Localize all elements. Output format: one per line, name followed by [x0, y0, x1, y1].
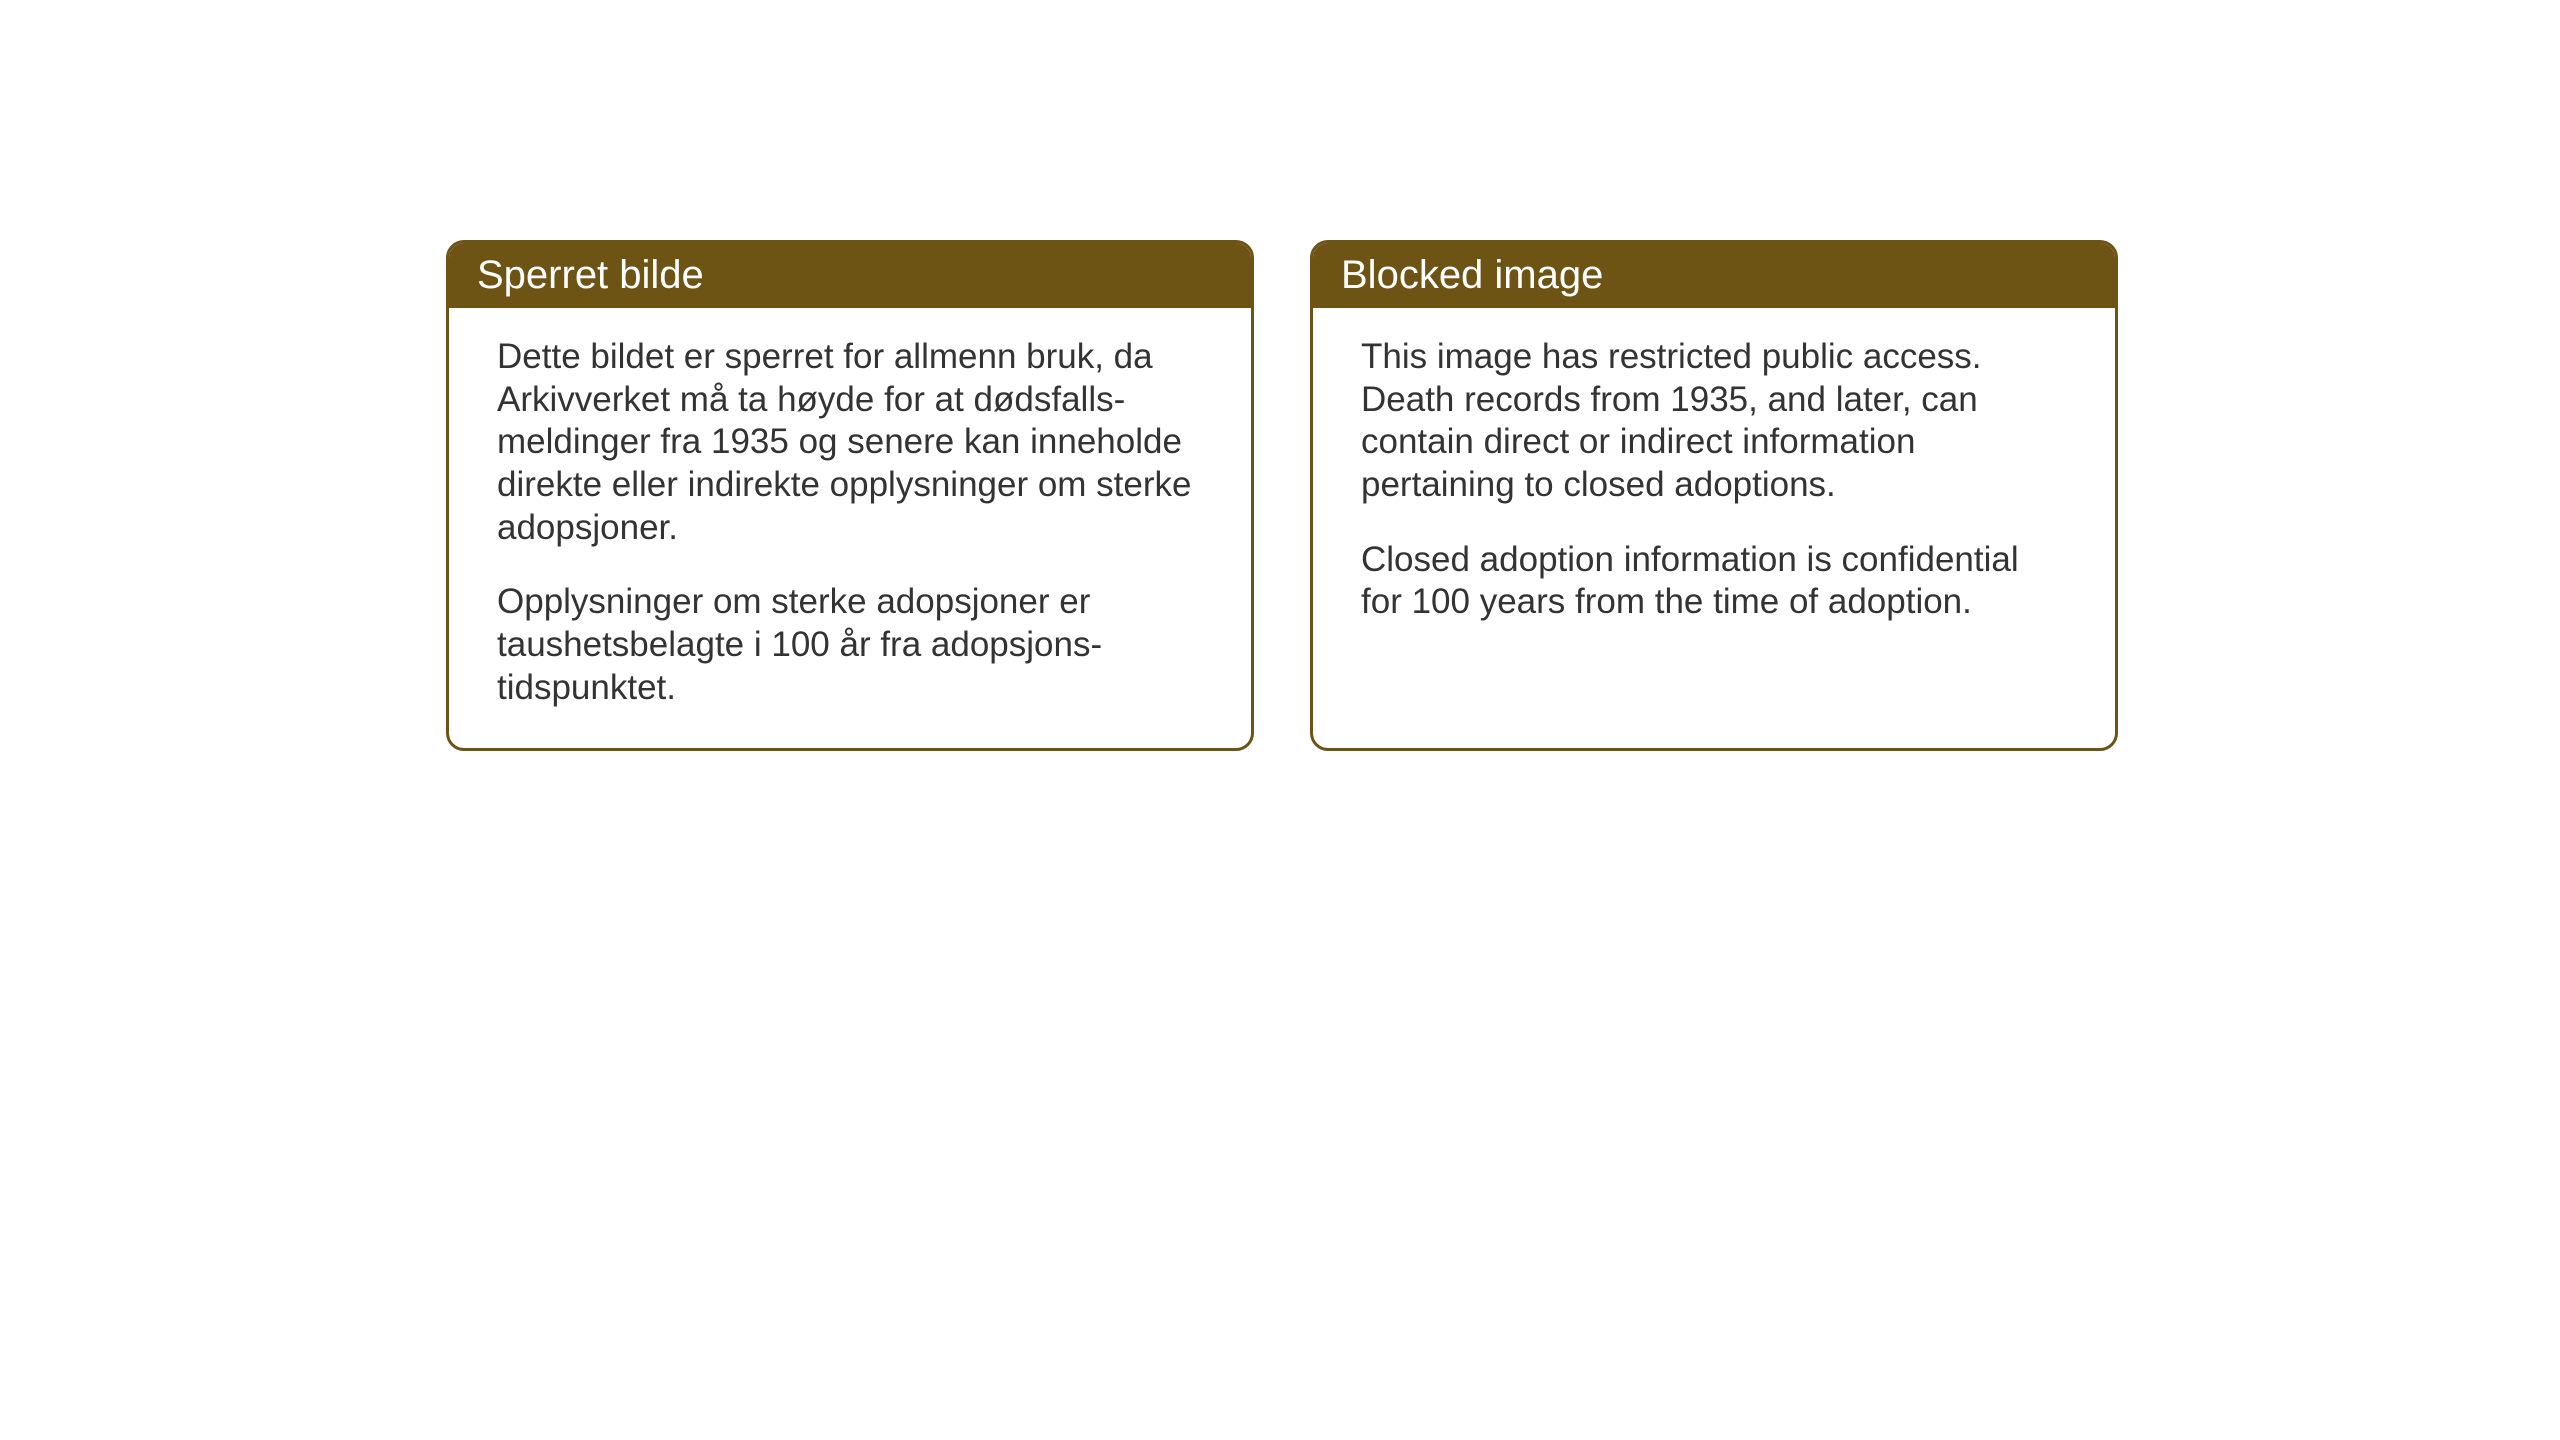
english-paragraph-1: This image has restricted public access.…	[1361, 336, 2067, 507]
english-paragraph-2: Closed adoption information is confident…	[1361, 539, 2067, 624]
norwegian-card-title: Sperret bilde	[477, 253, 704, 297]
norwegian-paragraph-1: Dette bildet er sperret for allmenn bruk…	[497, 336, 1203, 549]
norwegian-paragraph-2: Opplysninger om sterke adopsjoner er tau…	[497, 581, 1203, 709]
norwegian-card-header: Sperret bilde	[449, 243, 1251, 308]
norwegian-card-body: Dette bildet er sperret for allmenn bruk…	[449, 308, 1251, 748]
cards-container: Sperret bilde Dette bildet er sperret fo…	[446, 240, 2118, 751]
norwegian-card: Sperret bilde Dette bildet er sperret fo…	[446, 240, 1254, 751]
english-card-header: Blocked image	[1313, 243, 2115, 308]
english-card-title: Blocked image	[1341, 253, 1603, 297]
english-card-body: This image has restricted public access.…	[1313, 308, 2115, 662]
english-card: Blocked image This image has restricted …	[1310, 240, 2118, 751]
